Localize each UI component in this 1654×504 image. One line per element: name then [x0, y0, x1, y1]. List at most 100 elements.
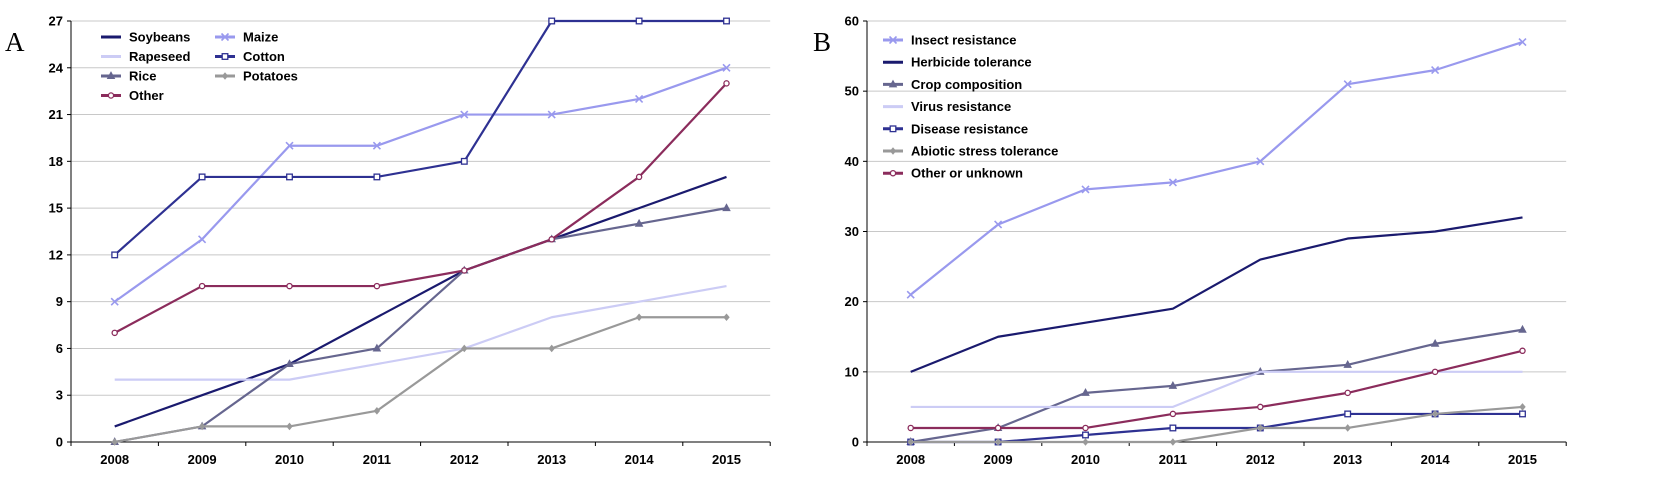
data-point — [373, 407, 381, 415]
y-tick-label: 20 — [845, 294, 859, 309]
data-point — [722, 63, 731, 72]
series-cotton — [111, 17, 730, 259]
y-tick-label: 12 — [49, 247, 63, 262]
x-tick-label: 2009 — [984, 452, 1013, 467]
legend-marker — [221, 72, 229, 80]
x-tick-label: 2008 — [896, 452, 925, 467]
x-tick-label: 2008 — [100, 452, 129, 467]
data-point — [198, 173, 206, 181]
panel-a: A 0 3 6 9 12 15 18 21 24 27 2008 2009 2010 2011 2012 20… — [0, 0, 820, 504]
data-point — [286, 173, 293, 181]
data-point — [635, 17, 643, 25]
legend-label: Cotton — [243, 49, 285, 64]
data-point — [111, 251, 119, 259]
panel-label: A — [5, 27, 25, 57]
data-point — [1344, 389, 1351, 397]
legend-label: Disease resistance — [911, 121, 1028, 136]
data-point — [1082, 431, 1089, 439]
series-herbicide-tolerance — [910, 216, 1523, 373]
data-point — [1082, 424, 1089, 432]
x-tick-label: 2013 — [1333, 452, 1362, 467]
legend-entry: Rice — [101, 69, 156, 84]
data-point — [111, 438, 118, 446]
data-point — [1082, 438, 1089, 446]
x-tick-label: 2009 — [188, 452, 217, 467]
data-point — [460, 157, 468, 165]
series-line — [910, 349, 1523, 430]
data-point — [461, 344, 468, 353]
data-point — [1169, 438, 1177, 446]
legend-marker — [889, 169, 897, 177]
legend-entry: Maize — [215, 30, 278, 45]
y-tick-label: 24 — [49, 60, 64, 75]
panel-label: B — [813, 27, 832, 57]
y-tick-label: 15 — [49, 201, 63, 216]
x-tick-label: 2014 — [625, 452, 655, 467]
series-line — [910, 41, 1523, 296]
legend-label: Other — [129, 88, 164, 103]
data-point — [111, 329, 118, 337]
legend-entry: Abiotic stress tolerance — [883, 144, 1058, 159]
data-point — [1344, 424, 1351, 432]
data-point — [723, 80, 730, 87]
legend-label: Rice — [129, 69, 156, 84]
data-point — [722, 203, 731, 212]
data-point — [1431, 410, 1439, 418]
y-tick-label: 27 — [49, 14, 63, 29]
data-point — [1168, 381, 1178, 389]
y-tick-label: 40 — [845, 154, 859, 169]
x-tick-label: 2010 — [275, 452, 304, 467]
data-point — [1257, 403, 1264, 411]
series-line — [113, 19, 727, 256]
data-point — [285, 359, 294, 368]
legend-marker — [889, 147, 897, 155]
data-point — [285, 141, 294, 150]
legend-label: Potatoes — [243, 69, 298, 84]
data-point — [723, 17, 730, 25]
legend-entry: Virus resistance — [883, 99, 1011, 114]
x-tick-label: 2011 — [363, 452, 391, 467]
data-point — [1168, 178, 1177, 187]
data-point — [1256, 157, 1265, 166]
data-point — [286, 282, 293, 290]
data-point — [1431, 368, 1439, 376]
legend-label: Crop composition — [911, 77, 1022, 92]
series-line — [114, 82, 728, 334]
series-line — [910, 412, 1523, 444]
legend-label: Soybeans — [129, 30, 190, 45]
data-point — [198, 422, 206, 431]
data-point — [1519, 410, 1526, 418]
y-tick-label: 10 — [845, 364, 859, 379]
legend-marker — [107, 92, 115, 99]
data-point — [198, 282, 206, 290]
series-line — [114, 316, 727, 444]
data-point — [1430, 338, 1440, 347]
series-insect-resistance — [906, 37, 1527, 299]
data-point — [1519, 347, 1526, 355]
series-maize — [110, 63, 731, 306]
y-tick-label: 6 — [56, 341, 63, 356]
chart-b: 0 10 20 30 40 50 60 2008 2009 2010 2011 2012 2013 201… — [845, 14, 1567, 467]
legend-label: Insect resistance — [911, 33, 1017, 48]
data-point — [461, 267, 468, 274]
x-tick-label: 2010 — [1071, 452, 1100, 467]
chart-a: 0 3 6 9 12 15 18 21 24 27 2008 2009 2010 2011 2012 2013… — [49, 14, 771, 467]
y-tick-label: 9 — [56, 294, 63, 309]
data-point — [635, 94, 644, 104]
x-tick-label: 2015 — [1508, 452, 1537, 467]
data-point — [373, 282, 381, 290]
legend-label: Maize — [243, 30, 278, 45]
data-point — [1518, 324, 1527, 333]
data-point — [198, 235, 207, 244]
data-point — [635, 313, 643, 322]
data-point — [548, 344, 555, 353]
x-tick-label: 2014 — [1421, 452, 1451, 467]
data-point — [1518, 37, 1527, 47]
series-line — [114, 66, 727, 303]
data-point — [994, 220, 1003, 229]
data-point — [548, 17, 556, 25]
series-line — [114, 207, 727, 444]
data-point — [547, 110, 556, 119]
legend-marker — [220, 32, 230, 42]
x-tick-label: 2015 — [712, 452, 741, 467]
